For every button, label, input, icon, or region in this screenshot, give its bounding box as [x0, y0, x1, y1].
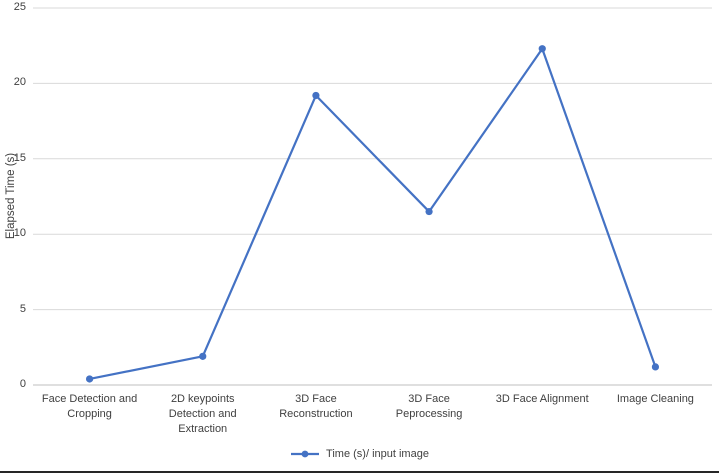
- data-point-marker: [312, 91, 320, 100]
- y-tick-label: 10: [13, 227, 26, 240]
- x-category-label: 3D Face Peprocessing: [395, 393, 463, 420]
- legend: Time (s)/ input image: [0, 448, 719, 460]
- x-category-label: 3D Face Reconstruction: [279, 393, 353, 420]
- figure-bottom-rule: [0, 471, 719, 473]
- x-category-label: Face Detection and Cropping: [41, 393, 138, 420]
- y-tick-label: 5: [19, 302, 26, 315]
- y-tick-label: 15: [13, 151, 26, 164]
- x-category-label: 2D keypoints Detection and Extraction: [168, 393, 237, 435]
- data-point-marker: [538, 45, 546, 53]
- data-point-marker: [85, 375, 94, 383]
- legend-label: Time (s)/ input image: [326, 448, 429, 460]
- data-point-marker: [425, 207, 433, 216]
- x-category-label: 3D Face Alignment: [495, 393, 589, 405]
- data-point-marker: [199, 352, 207, 360]
- y-tick-label: 20: [13, 76, 26, 89]
- y-tick-label: 0: [19, 378, 26, 390]
- y-tick-label: 25: [13, 1, 26, 13]
- data-point-marker: [651, 363, 660, 371]
- x-category-label: Image Cleaning: [616, 393, 694, 405]
- legend-line-marker-icon: [291, 450, 320, 458]
- series-line: [89, 47, 657, 381]
